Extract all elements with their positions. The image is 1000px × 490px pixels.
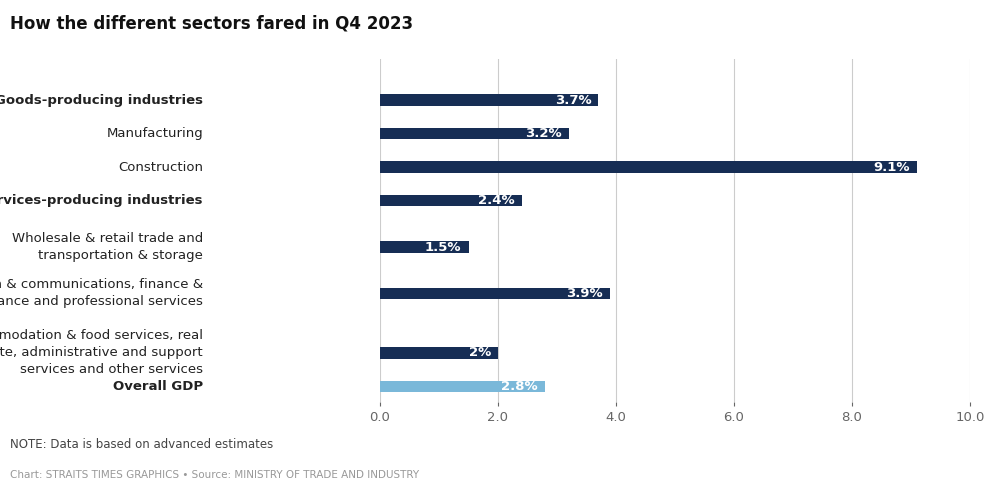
Text: Services-producing industries: Services-producing industries	[0, 194, 203, 207]
Text: 3.9%: 3.9%	[566, 287, 603, 300]
Text: NOTE: Data is based on advanced estimates: NOTE: Data is based on advanced estimate…	[10, 438, 273, 451]
Bar	[380, 381, 545, 392]
Bar	[380, 288, 610, 299]
Bar	[380, 347, 498, 359]
Bar	[380, 195, 522, 206]
Text: Accommodation & food services, real
estate, administrative and support
services : Accommodation & food services, real esta…	[0, 329, 203, 376]
Bar	[380, 161, 917, 173]
Text: Wholesale & retail trade and
transportation & storage: Wholesale & retail trade and transportat…	[12, 232, 203, 262]
Text: 2%: 2%	[469, 346, 491, 359]
Text: Goods-producing industries: Goods-producing industries	[0, 94, 203, 106]
Text: 1.5%: 1.5%	[425, 241, 461, 253]
Text: Construction: Construction	[118, 161, 203, 173]
Bar	[380, 128, 569, 139]
Text: 2.4%: 2.4%	[478, 194, 515, 207]
Text: How the different sectors fared in Q4 2023: How the different sectors fared in Q4 20…	[10, 15, 413, 33]
Text: 9.1%: 9.1%	[873, 161, 910, 173]
Text: Overall GDP: Overall GDP	[113, 380, 203, 393]
Text: 3.2%: 3.2%	[525, 127, 562, 140]
Text: Chart: STRAITS TIMES GRAPHICS • Source: MINISTRY OF TRADE AND INDUSTRY: Chart: STRAITS TIMES GRAPHICS • Source: …	[10, 470, 419, 480]
Bar	[380, 241, 468, 253]
Text: 3.7%: 3.7%	[555, 94, 591, 106]
Text: 2.8%: 2.8%	[501, 380, 538, 393]
Bar	[380, 94, 598, 106]
Text: Manufacturing: Manufacturing	[106, 127, 203, 140]
Text: Information & communications, finance &
insurance and professional services: Information & communications, finance & …	[0, 278, 203, 309]
